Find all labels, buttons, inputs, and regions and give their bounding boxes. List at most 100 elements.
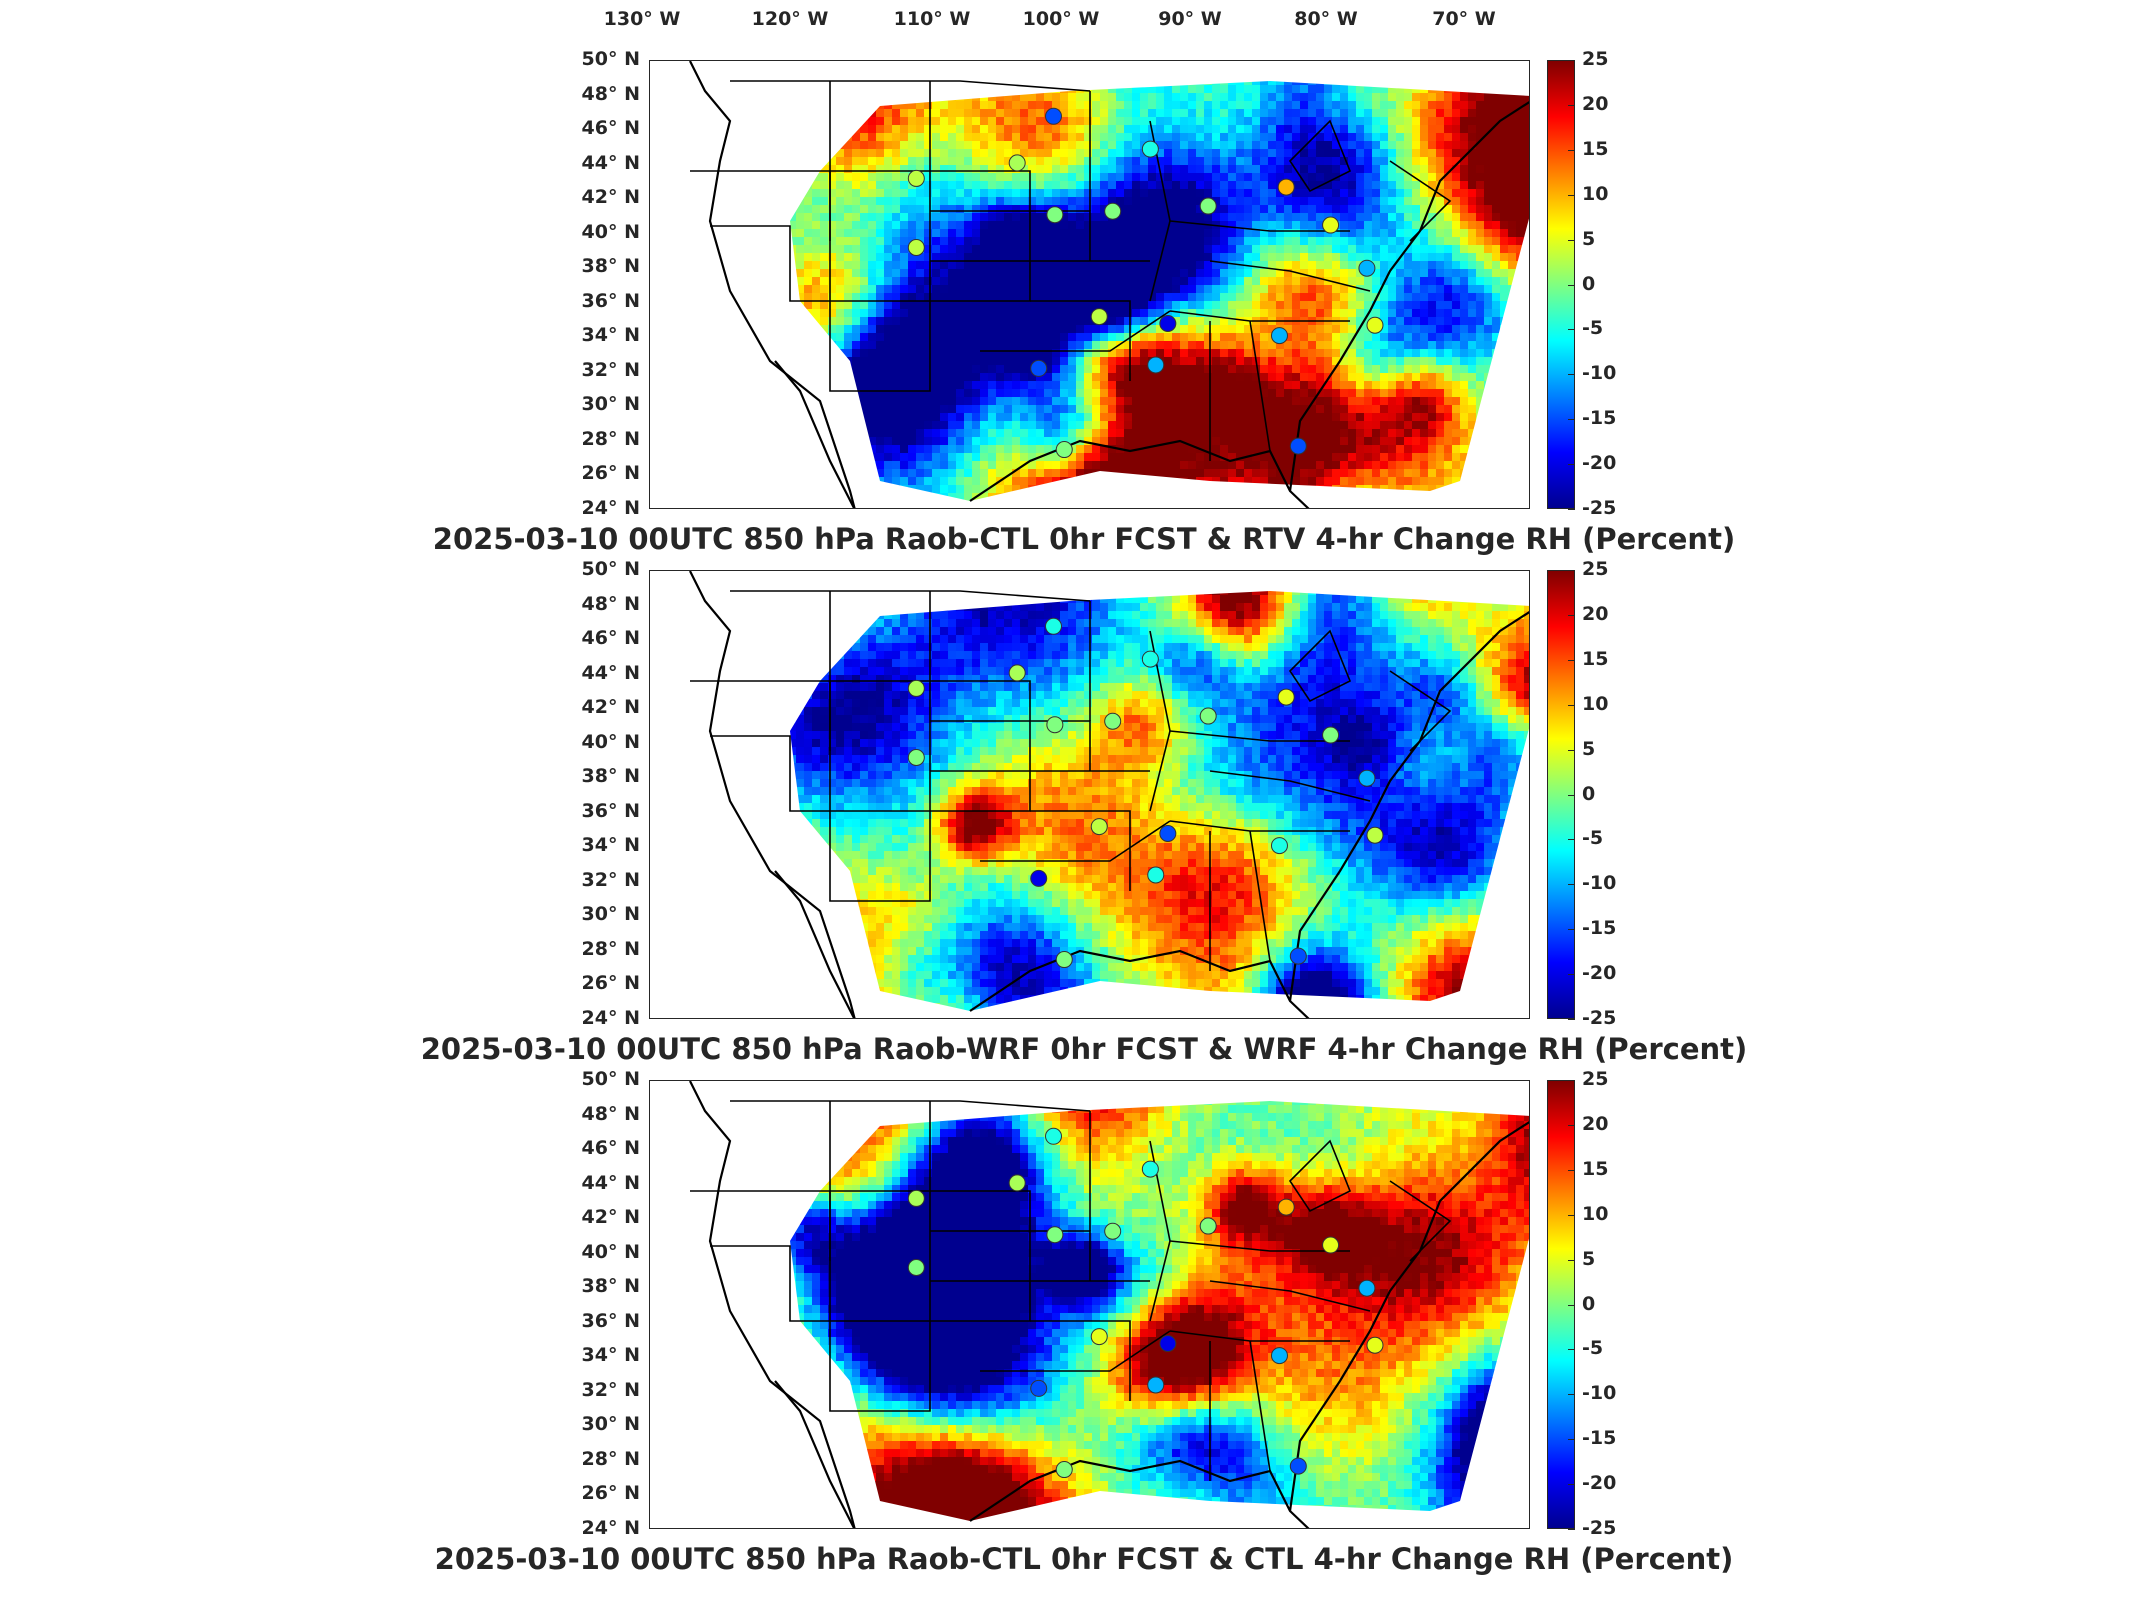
- rh-field-map: [689, 61, 1529, 508]
- lat-label: 28° N: [581, 427, 640, 450]
- boundary-lines: [689, 61, 1529, 508]
- colorbar-tick: [1568, 794, 1575, 796]
- lat-label: 34° N: [581, 324, 640, 347]
- lon-label: 110° W: [893, 8, 971, 30]
- lat-label: 48° N: [581, 1102, 640, 1125]
- state-border: [1209, 260, 1371, 292]
- lat-label: 40° N: [581, 730, 640, 753]
- raob-station-marker: [1358, 259, 1376, 277]
- lat-label: 30° N: [581, 393, 640, 416]
- colorbar-tick: [1568, 1259, 1575, 1261]
- lat-label: 24° N: [581, 497, 640, 519]
- raob-station-marker: [1046, 1226, 1064, 1244]
- colorbar-tick: [1568, 974, 1575, 976]
- state-border: [930, 1190, 1031, 1281]
- state-border: [710, 225, 830, 302]
- colorbar-tick: [1568, 614, 1575, 616]
- state-border: [829, 301, 931, 392]
- state-border: [1389, 1180, 1452, 1262]
- lat-label: 32° N: [581, 868, 640, 891]
- raob-station-marker: [1141, 1160, 1159, 1178]
- raob-station-marker: [1289, 947, 1307, 965]
- colorbar-tick-label: 5: [1582, 737, 1596, 760]
- lon-label: 80° W: [1294, 8, 1358, 30]
- raob-station-marker: [1270, 327, 1288, 345]
- lat-label: 48° N: [581, 82, 640, 105]
- colorbar-tick: [1568, 884, 1575, 886]
- colorbar-tick: [1568, 929, 1575, 931]
- colorbar-tick: [1568, 704, 1575, 706]
- coastline: [969, 439, 1310, 508]
- raob-station-marker: [907, 1189, 925, 1207]
- lon-label: 120° W: [751, 8, 829, 30]
- colorbar-tick-label: -25: [1582, 1517, 1617, 1539]
- raob-station-marker: [1008, 1174, 1026, 1192]
- lat-label: 38° N: [581, 765, 640, 788]
- state-border: [710, 1245, 830, 1322]
- raob-station-marker: [1008, 664, 1026, 682]
- lat-label: 46° N: [581, 627, 640, 650]
- lat-label: 38° N: [581, 255, 640, 278]
- raob-station-marker: [1366, 826, 1384, 844]
- raob-station-marker: [1045, 1127, 1063, 1145]
- colorbar-tick-label: -15: [1582, 1427, 1617, 1450]
- raob-station-marker: [907, 239, 925, 257]
- state-border: [980, 310, 1171, 352]
- colorbar-tick: [1568, 509, 1575, 510]
- colorbar-tick: [1568, 1394, 1575, 1396]
- raob-station-marker: [1045, 617, 1063, 635]
- state-border: [1169, 730, 1350, 742]
- raob-station-marker: [1147, 356, 1165, 374]
- raob-station-marker: [1277, 688, 1295, 706]
- boundary-lines: [689, 571, 1529, 1018]
- raob-station-marker: [1046, 206, 1064, 224]
- state-border: [1288, 629, 1352, 703]
- colorbar-tick-label: 25: [1582, 558, 1609, 580]
- coastline: [689, 61, 856, 508]
- colorbar-tick-label: -5: [1582, 827, 1604, 850]
- colorbar-tick: [1568, 1529, 1575, 1530]
- lat-label: 32° N: [581, 1378, 640, 1401]
- state-border: [1249, 320, 1271, 452]
- lat-label: 50° N: [581, 558, 640, 580]
- state-border: [829, 171, 931, 302]
- colorbar-tick-label: -5: [1582, 1337, 1604, 1360]
- coastline: [774, 1380, 856, 1528]
- map-plot-area: [649, 60, 1530, 509]
- raob-station-marker: [1159, 1334, 1177, 1352]
- lat-label: 42° N: [581, 1206, 640, 1229]
- coastline: [969, 1459, 1310, 1528]
- lat-label: 50° N: [581, 1068, 640, 1090]
- raob-station-marker: [1055, 1461, 1073, 1479]
- raob-station-marker: [1147, 1376, 1165, 1394]
- lat-label: 36° N: [581, 799, 640, 822]
- raob-station-marker: [1030, 359, 1048, 377]
- lon-label: 70° W: [1432, 8, 1496, 30]
- raob-station-marker: [1141, 140, 1159, 158]
- colorbar-tick: [1568, 1019, 1575, 1020]
- rh-field-map: [689, 571, 1529, 1018]
- colorbar-tick-label: 25: [1582, 48, 1609, 70]
- colorbar-tick-label: 10: [1582, 692, 1609, 715]
- state-border: [1288, 1139, 1352, 1213]
- lat-label: 34° N: [581, 1344, 640, 1367]
- state-border: [930, 170, 1031, 261]
- colorbar-tick: [1568, 239, 1575, 241]
- state-border: [730, 590, 1091, 602]
- state-border: [1030, 300, 1131, 381]
- panel-title: 2025-03-10 00UTC 850 hPa Raob-CTL 0hr FC…: [432, 522, 1736, 556]
- colorbar-tick-label: -20: [1582, 962, 1617, 985]
- raob-station-marker: [1199, 707, 1217, 725]
- state-border: [980, 1330, 1171, 1372]
- state-border: [829, 681, 931, 812]
- raob-station-marker: [1358, 1279, 1376, 1297]
- coastline: [689, 571, 856, 1018]
- colorbar-tick: [1568, 749, 1575, 751]
- colorbar-tick: [1568, 1439, 1575, 1441]
- raob-station-marker: [1322, 726, 1340, 744]
- colorbar-tick-label: -10: [1582, 872, 1617, 895]
- state-border: [1169, 1240, 1350, 1252]
- raob-station-marker: [1055, 951, 1073, 969]
- colorbar-tick: [1568, 329, 1575, 331]
- raob-station-marker: [1055, 441, 1073, 459]
